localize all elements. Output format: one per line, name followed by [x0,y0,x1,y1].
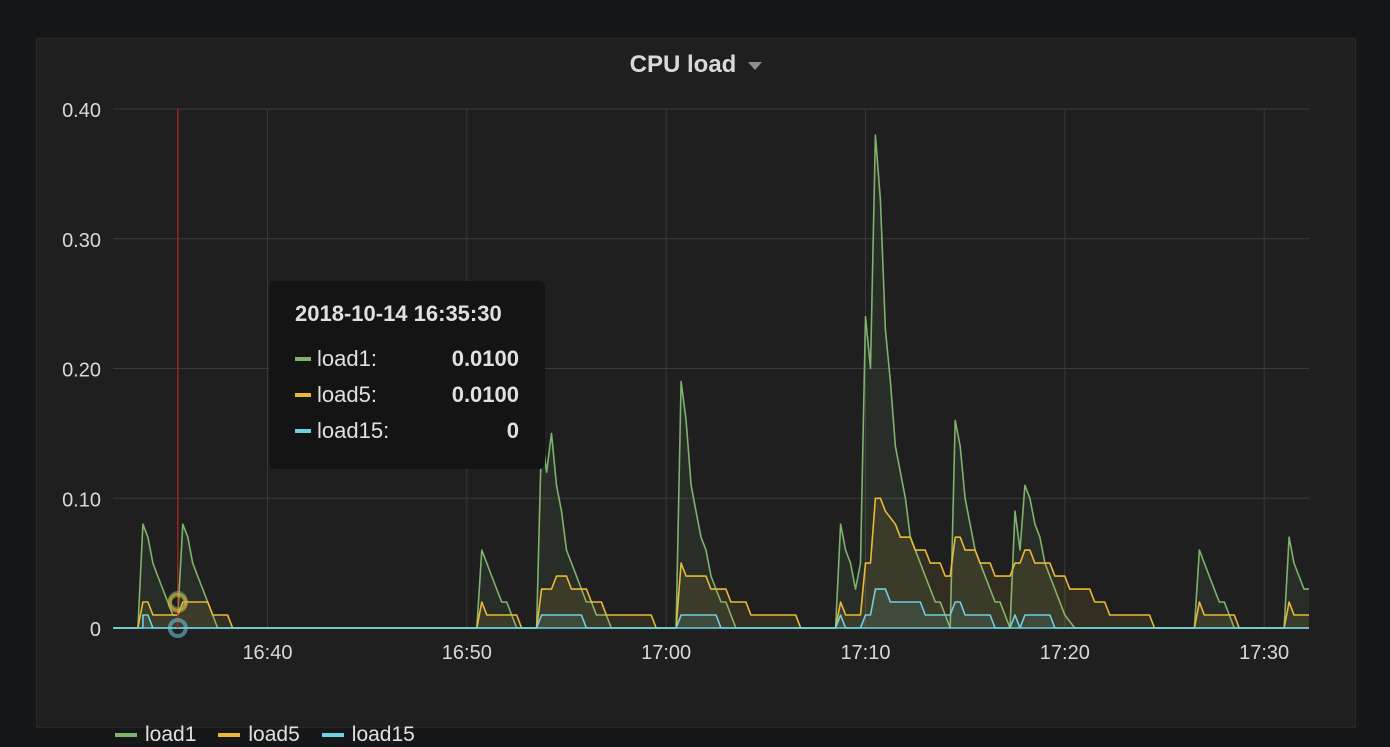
chart-area[interactable]: 0 0.10 0.20 0.30 0.40 16:40 16:50 17:00 17:10 17:… [37,39,1357,729]
tooltip-time: 2018-10-14 16:35:30 [295,301,502,326]
graph-panel: CPU load 0 0.10 0.20 0.30 0.40 16:40 16:50 17:0… [36,38,1357,746]
tooltip-series-value: 0.0100 [451,346,519,371]
x-tick-label: 17:00 [641,642,691,664]
tooltip-series-value: 0 [506,418,519,443]
tooltip-series-name: load1: [317,346,377,371]
tooltip-row-load15: load15: 0 [295,413,519,449]
hover-point-load5 [167,593,188,614]
tooltip-row-load1: load1: 0.0100 [295,341,519,377]
y-tick-label: 0.10 [62,489,101,511]
tooltip-swatch-load1 [295,357,311,361]
legend-label: load5 [248,723,300,746]
legend-swatch-load15 [321,733,344,737]
series-line-load5 [113,497,1309,629]
x-tick-label: 17:10 [840,642,890,664]
legend-swatch-load5 [218,733,241,737]
tooltip-series-value: 0.0100 [451,382,519,407]
y-tick-label: 0 [90,619,101,641]
legend-label: load15 [351,723,415,746]
series-line-load1 [113,134,1309,629]
tooltip-swatch-load5 [295,393,311,397]
panel-title-menu[interactable]: CPU load [37,51,1355,79]
tooltip-series-name: load5: [317,382,377,407]
legend-label: load1 [145,723,197,746]
y-tick-label: 0.20 [62,360,101,382]
x-tick-label: 16:40 [242,642,292,664]
tooltip-series-name: load15: [317,418,390,443]
x-tick-label: 16:50 [442,642,492,664]
legend: load1 load5 load15 [115,723,437,747]
tooltip-row-load5: load5: 0.0100 [295,377,519,413]
x-tick-label: 17:30 [1239,642,1289,664]
hover-point-load15 [167,618,188,638]
x-tick-label: 17:20 [1040,642,1090,664]
hover-tooltip: 2018-10-14 16:35:30 load1: 0.0100 load5:… [269,281,545,469]
y-tick-label: 0.40 [62,100,101,122]
series-area-load15 [113,589,1309,628]
panel-title: CPU load [629,51,737,78]
series-area-load5 [113,498,1309,628]
legend-item-load5[interactable]: load5 [218,723,300,747]
tooltip-swatch-load15 [295,429,311,433]
y-tick-label: 0.30 [62,230,101,252]
legend-item-load1[interactable]: load1 [115,723,196,747]
chevron-down-icon [748,61,763,70]
legend-swatch-load1 [115,733,137,737]
legend-item-load15[interactable]: load15 [321,723,415,747]
